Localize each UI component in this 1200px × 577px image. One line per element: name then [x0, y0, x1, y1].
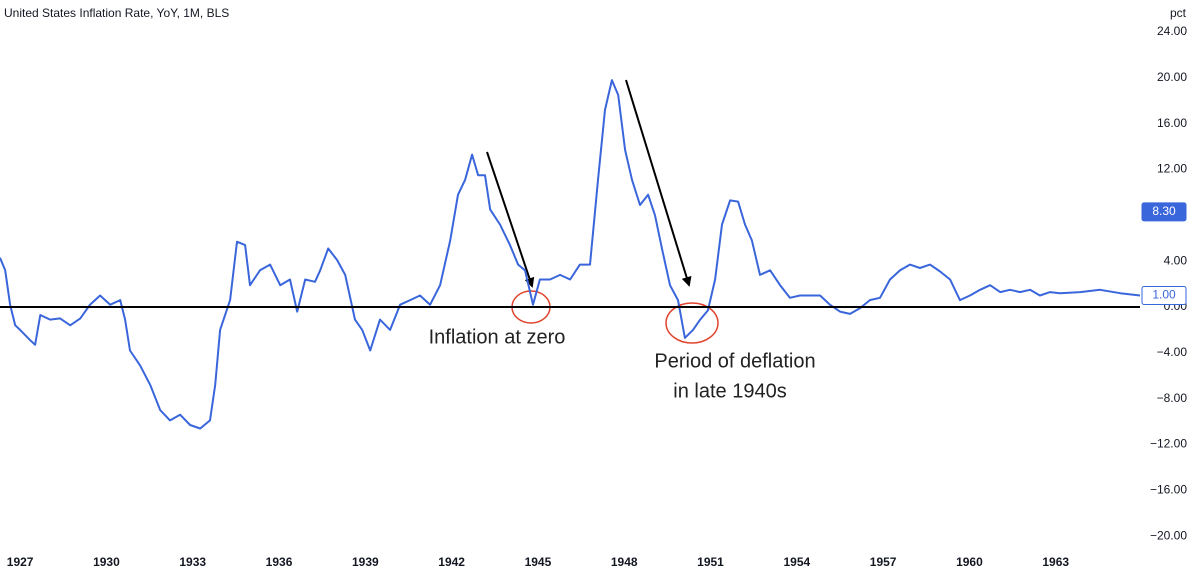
- x-tick-label: 1960: [956, 555, 983, 569]
- x-tick-label: 1927: [7, 555, 34, 569]
- annotation: in late 1940s: [673, 380, 786, 402]
- arrow: [486, 151, 535, 288]
- x-tick-label: 1957: [870, 555, 897, 569]
- y-tick-label: −4.00: [1157, 345, 1188, 359]
- y-tick-label: 16.00: [1157, 116, 1187, 130]
- x-tick-label: 1948: [611, 555, 638, 569]
- annotation: Inflation at zero: [429, 326, 566, 348]
- price-label-box: [1141, 202, 1187, 222]
- price-label: 8.30: [1152, 204, 1176, 218]
- y-tick-label: −20.00: [1150, 528, 1187, 542]
- x-tick-label: 1963: [1042, 555, 1069, 569]
- annotation: Period of deflation: [654, 350, 815, 372]
- arrow: [625, 79, 692, 287]
- y-tick-label: 12.00: [1157, 162, 1187, 176]
- highlight-circle: [665, 302, 719, 344]
- y-tick-label: 24.00: [1157, 24, 1187, 38]
- x-tick-label: 1939: [352, 555, 379, 569]
- price-label: 1.00: [1152, 288, 1176, 302]
- y-unit: pct: [1170, 6, 1187, 20]
- price-label-box: [1141, 286, 1187, 306]
- chart-title: United States Inflation Rate, YoY, 1M, B…: [4, 6, 229, 20]
- y-tick-label: −16.00: [1150, 483, 1187, 497]
- y-tick-label: −12.00: [1150, 437, 1187, 451]
- y-tick-label: 20.00: [1157, 70, 1187, 84]
- x-tick-label: 1945: [525, 555, 552, 569]
- x-tick-label: 1951: [697, 555, 724, 569]
- x-tick-label: 1930: [93, 555, 120, 569]
- x-tick-label: 1936: [266, 555, 293, 569]
- y-tick-label: 4.00: [1164, 253, 1188, 267]
- x-tick-label: 1942: [438, 555, 465, 569]
- y-tick-label: −8.00: [1157, 391, 1188, 405]
- x-tick-label: 1933: [179, 555, 206, 569]
- x-tick-label: 1954: [783, 555, 810, 569]
- series-line: [0, 79, 1141, 430]
